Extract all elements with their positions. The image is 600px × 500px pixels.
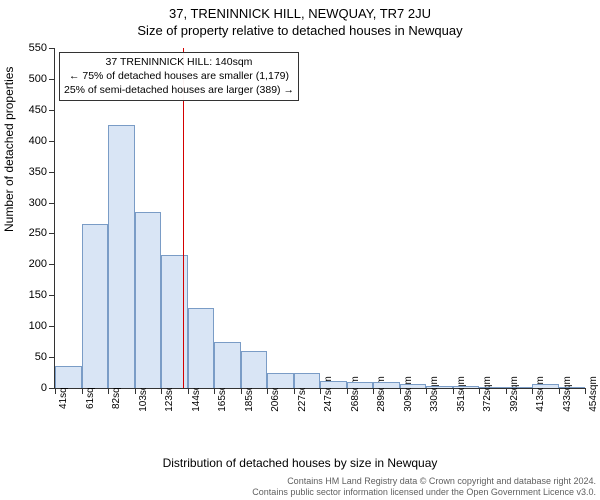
histogram-bar bbox=[479, 387, 506, 388]
histogram-bar bbox=[400, 384, 427, 388]
x-tick-label: 351sqm bbox=[456, 376, 467, 412]
chart-title-main: 37, TRENINNICK HILL, NEWQUAY, TR7 2JU bbox=[0, 0, 600, 21]
x-tick bbox=[559, 388, 560, 394]
y-tick-label: 0 bbox=[41, 382, 47, 394]
histogram-bar bbox=[559, 387, 586, 388]
histogram-bar bbox=[294, 373, 321, 388]
x-tick bbox=[532, 388, 533, 394]
chart-title-sub: Size of property relative to detached ho… bbox=[0, 21, 600, 38]
annotation-line-3: 25% of semi-detached houses are larger (… bbox=[64, 83, 294, 97]
histogram-bar bbox=[267, 373, 294, 388]
x-tick bbox=[135, 388, 136, 394]
x-tick bbox=[506, 388, 507, 394]
histogram-bar bbox=[214, 342, 241, 388]
y-tick-label: 450 bbox=[29, 104, 47, 116]
chart-container: 37, TRENINNICK HILL, NEWQUAY, TR7 2JU Si… bbox=[0, 0, 600, 500]
x-tick-label: 454sqm bbox=[588, 376, 599, 412]
x-tick bbox=[479, 388, 480, 394]
y-axis-label: Number of detached properties bbox=[2, 67, 16, 232]
x-tick-label: 309sqm bbox=[403, 376, 414, 412]
x-tick bbox=[82, 388, 83, 394]
y-tick-label: 150 bbox=[29, 289, 47, 301]
y-tick bbox=[49, 357, 55, 358]
x-tick bbox=[214, 388, 215, 394]
x-tick bbox=[400, 388, 401, 394]
x-tick bbox=[294, 388, 295, 394]
histogram-bar bbox=[108, 125, 135, 388]
histogram-bar bbox=[453, 386, 480, 388]
x-tick-label: 392sqm bbox=[509, 376, 520, 412]
y-tick bbox=[49, 233, 55, 234]
y-tick bbox=[49, 172, 55, 173]
y-tick-label: 300 bbox=[29, 197, 47, 209]
y-tick-label: 550 bbox=[29, 42, 47, 54]
x-tick bbox=[453, 388, 454, 394]
x-tick-label: 330sqm bbox=[429, 376, 440, 412]
histogram-bar bbox=[55, 366, 82, 388]
x-tick bbox=[188, 388, 189, 394]
y-tick bbox=[49, 79, 55, 80]
y-tick bbox=[49, 141, 55, 142]
histogram-bar bbox=[532, 384, 559, 388]
footer-line-2: Contains public sector information licen… bbox=[0, 487, 596, 498]
histogram-bar bbox=[426, 386, 453, 388]
x-tick bbox=[426, 388, 427, 394]
x-tick bbox=[585, 388, 586, 394]
histogram-bar bbox=[347, 382, 374, 388]
x-tick bbox=[241, 388, 242, 394]
histogram-bar bbox=[320, 381, 347, 388]
y-tick bbox=[49, 264, 55, 265]
y-tick-label: 400 bbox=[29, 135, 47, 147]
chart-outer: Number of detached properties 0501001502… bbox=[0, 42, 600, 442]
y-tick-label: 200 bbox=[29, 258, 47, 270]
histogram-bar bbox=[82, 224, 109, 388]
x-tick bbox=[267, 388, 268, 394]
x-tick bbox=[373, 388, 374, 394]
x-tick bbox=[161, 388, 162, 394]
x-tick-label: 413sqm bbox=[535, 376, 546, 412]
footer-line-1: Contains HM Land Registry data © Crown c… bbox=[0, 476, 596, 487]
annotation-box: 37 TRENINNICK HILL: 140sqm ← 75% of deta… bbox=[59, 52, 299, 101]
plot-area: 05010015020025030035040045050055041sqm61… bbox=[54, 48, 585, 389]
x-tick-label: 372sqm bbox=[482, 376, 493, 412]
annotation-line-2: ← 75% of detached houses are smaller (1,… bbox=[64, 69, 294, 83]
y-tick-label: 250 bbox=[29, 227, 47, 239]
y-tick bbox=[49, 110, 55, 111]
y-tick bbox=[49, 203, 55, 204]
histogram-bar bbox=[188, 308, 215, 388]
y-tick-label: 500 bbox=[29, 73, 47, 85]
histogram-bar bbox=[135, 212, 162, 388]
x-tick bbox=[108, 388, 109, 394]
x-axis-label: Distribution of detached houses by size … bbox=[0, 456, 600, 470]
y-tick bbox=[49, 48, 55, 49]
y-tick bbox=[49, 326, 55, 327]
y-tick-label: 350 bbox=[29, 166, 47, 178]
annotation-line-1: 37 TRENINNICK HILL: 140sqm bbox=[64, 55, 294, 69]
histogram-bar bbox=[506, 387, 533, 388]
x-tick bbox=[320, 388, 321, 394]
footer: Contains HM Land Registry data © Crown c… bbox=[0, 476, 600, 498]
y-tick-label: 50 bbox=[35, 351, 47, 363]
x-tick-label: 433sqm bbox=[562, 376, 573, 412]
y-tick-label: 100 bbox=[29, 320, 47, 332]
x-tick bbox=[55, 388, 56, 394]
x-tick bbox=[347, 388, 348, 394]
histogram-bar bbox=[241, 351, 268, 388]
y-tick bbox=[49, 295, 55, 296]
histogram-bar bbox=[373, 382, 400, 388]
